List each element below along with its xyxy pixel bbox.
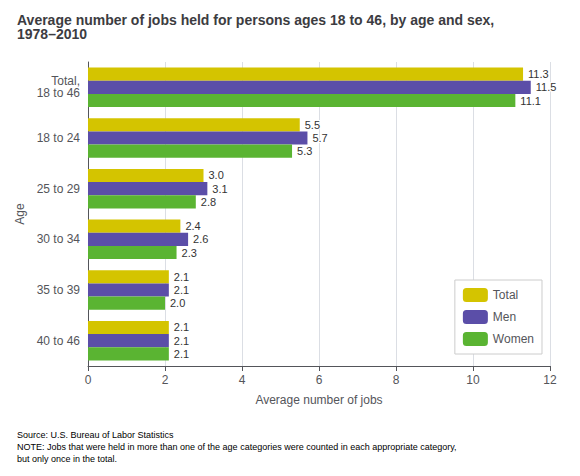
svg-text:but only once in the total.: but only once in the total. (17, 454, 117, 464)
svg-text:NOTE: Jobs that were held in m: NOTE: Jobs that were held in more than o… (17, 442, 457, 452)
svg-text:2.1: 2.1 (174, 284, 189, 296)
svg-text:11.5: 11.5 (536, 81, 557, 93)
svg-text:6: 6 (316, 373, 323, 387)
svg-text:12: 12 (543, 373, 557, 387)
svg-text:Total: Total (493, 288, 518, 302)
svg-text:35 to 39: 35 to 39 (37, 283, 81, 297)
svg-text:2.8: 2.8 (201, 196, 216, 208)
svg-text:Source: U.S. Bureau of Labor S: Source: U.S. Bureau of Labor Statistics (17, 430, 174, 440)
svg-text:Women: Women (493, 332, 534, 346)
svg-text:1978–2010: 1978–2010 (17, 26, 87, 42)
svg-text:0: 0 (85, 373, 92, 387)
svg-text:40 to 46: 40 to 46 (37, 334, 81, 348)
svg-text:Average number of jobs: Average number of jobs (255, 393, 382, 407)
svg-text:2.3: 2.3 (182, 247, 197, 259)
svg-text:8: 8 (393, 373, 400, 387)
svg-text:3.0: 3.0 (209, 169, 224, 181)
svg-text:2.6: 2.6 (193, 233, 208, 245)
svg-text:2.1: 2.1 (174, 348, 189, 360)
svg-text:Total,: Total, (51, 74, 80, 89)
svg-text:Age: Age (13, 203, 27, 225)
svg-text:11.1: 11.1 (520, 95, 541, 107)
svg-text:10: 10 (466, 373, 480, 387)
svg-text:11.3: 11.3 (528, 68, 549, 80)
svg-text:25 to 29: 25 to 29 (37, 182, 81, 196)
svg-text:5.3: 5.3 (297, 145, 312, 157)
svg-text:2: 2 (162, 373, 169, 387)
svg-text:2.1: 2.1 (174, 321, 189, 333)
svg-text:5.5: 5.5 (305, 119, 320, 131)
svg-text:2.1: 2.1 (174, 335, 189, 347)
svg-text:3.1: 3.1 (212, 183, 227, 195)
svg-text:18 to 24: 18 to 24 (37, 131, 81, 145)
svg-text:2.1: 2.1 (174, 271, 189, 283)
svg-text:Men: Men (493, 310, 516, 324)
svg-text:Average number of jobs held fo: Average number of jobs held for persons … (17, 12, 498, 28)
svg-text:2.4: 2.4 (185, 220, 200, 232)
svg-text:2.0: 2.0 (170, 297, 185, 309)
svg-text:18 to 46: 18 to 46 (37, 86, 81, 100)
svg-text:5.7: 5.7 (312, 132, 327, 144)
svg-text:30 to 34: 30 to 34 (37, 232, 81, 246)
svg-text:4: 4 (239, 373, 246, 387)
